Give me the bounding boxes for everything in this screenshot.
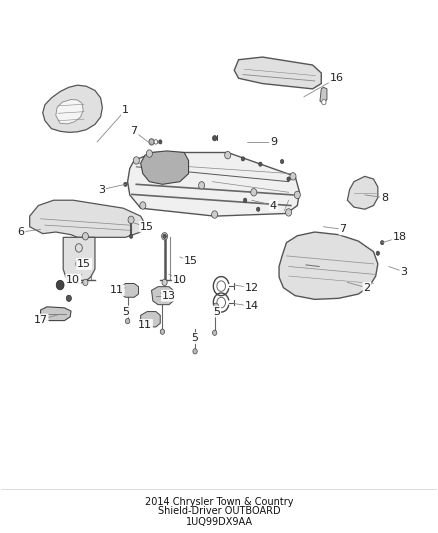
Circle shape: [212, 135, 217, 141]
Polygon shape: [141, 312, 160, 327]
Text: 1UQ99DX9AA: 1UQ99DX9AA: [186, 517, 252, 527]
Polygon shape: [30, 200, 145, 237]
Circle shape: [163, 234, 166, 238]
Circle shape: [287, 177, 290, 181]
Text: 11: 11: [138, 320, 152, 330]
Circle shape: [225, 151, 231, 159]
Polygon shape: [279, 232, 378, 300]
Circle shape: [159, 140, 162, 144]
Text: 13: 13: [162, 290, 176, 301]
Polygon shape: [63, 237, 95, 284]
Polygon shape: [127, 152, 300, 216]
Text: 15: 15: [140, 222, 154, 232]
Circle shape: [128, 216, 134, 223]
Circle shape: [146, 150, 152, 157]
Circle shape: [154, 140, 158, 144]
Text: 2014 Chrysler Town & Country: 2014 Chrysler Town & Country: [145, 497, 293, 507]
Circle shape: [212, 330, 217, 335]
Circle shape: [162, 279, 167, 286]
Text: 18: 18: [392, 232, 406, 243]
Polygon shape: [347, 176, 378, 209]
Circle shape: [290, 173, 296, 180]
Circle shape: [286, 209, 292, 216]
Polygon shape: [234, 57, 321, 89]
Circle shape: [160, 329, 165, 334]
Text: 6: 6: [18, 227, 25, 237]
Text: 2: 2: [364, 282, 371, 293]
Polygon shape: [56, 100, 83, 124]
Text: 10: 10: [173, 274, 187, 285]
Text: 15: 15: [184, 256, 198, 266]
Text: 16: 16: [329, 73, 343, 83]
Polygon shape: [41, 307, 71, 320]
Text: 12: 12: [244, 282, 259, 293]
Circle shape: [66, 295, 71, 302]
Circle shape: [129, 234, 133, 238]
Circle shape: [256, 207, 260, 212]
Circle shape: [133, 157, 139, 164]
Circle shape: [251, 189, 257, 196]
Text: 15: 15: [77, 259, 91, 269]
Text: 4: 4: [270, 200, 277, 211]
Text: 10: 10: [66, 274, 80, 285]
Text: 9: 9: [270, 137, 277, 147]
Circle shape: [82, 232, 88, 240]
Circle shape: [76, 260, 82, 268]
Polygon shape: [141, 151, 188, 184]
Text: 7: 7: [339, 224, 346, 235]
Circle shape: [322, 100, 326, 105]
Circle shape: [212, 211, 218, 218]
Circle shape: [193, 349, 197, 354]
Text: 7: 7: [131, 126, 138, 136]
Circle shape: [294, 191, 300, 199]
Circle shape: [381, 240, 384, 245]
Circle shape: [149, 139, 154, 145]
Text: Shield-Driver OUTBOARD: Shield-Driver OUTBOARD: [158, 506, 280, 516]
Text: 8: 8: [381, 192, 388, 203]
Circle shape: [198, 182, 205, 189]
Text: 3: 3: [400, 267, 407, 277]
Circle shape: [162, 232, 168, 240]
Circle shape: [241, 157, 245, 161]
Circle shape: [280, 159, 284, 164]
Text: 14: 14: [244, 301, 259, 311]
Circle shape: [125, 318, 130, 324]
Polygon shape: [43, 85, 102, 132]
Circle shape: [213, 303, 219, 310]
Text: 17: 17: [33, 314, 48, 325]
Polygon shape: [121, 284, 138, 297]
Text: 11: 11: [110, 285, 124, 295]
Text: 5: 5: [213, 306, 220, 317]
Circle shape: [376, 251, 380, 255]
Polygon shape: [152, 287, 173, 305]
Circle shape: [213, 136, 216, 140]
Text: 3: 3: [98, 184, 105, 195]
Circle shape: [56, 280, 64, 290]
Circle shape: [258, 162, 262, 166]
Circle shape: [75, 244, 82, 252]
Text: 5: 5: [122, 306, 129, 317]
Text: 1: 1: [122, 105, 129, 115]
Text: 5: 5: [191, 333, 198, 343]
Circle shape: [244, 198, 247, 203]
Circle shape: [154, 140, 158, 144]
Polygon shape: [320, 87, 327, 103]
Circle shape: [83, 279, 88, 286]
Circle shape: [140, 202, 146, 209]
Circle shape: [124, 182, 127, 187]
